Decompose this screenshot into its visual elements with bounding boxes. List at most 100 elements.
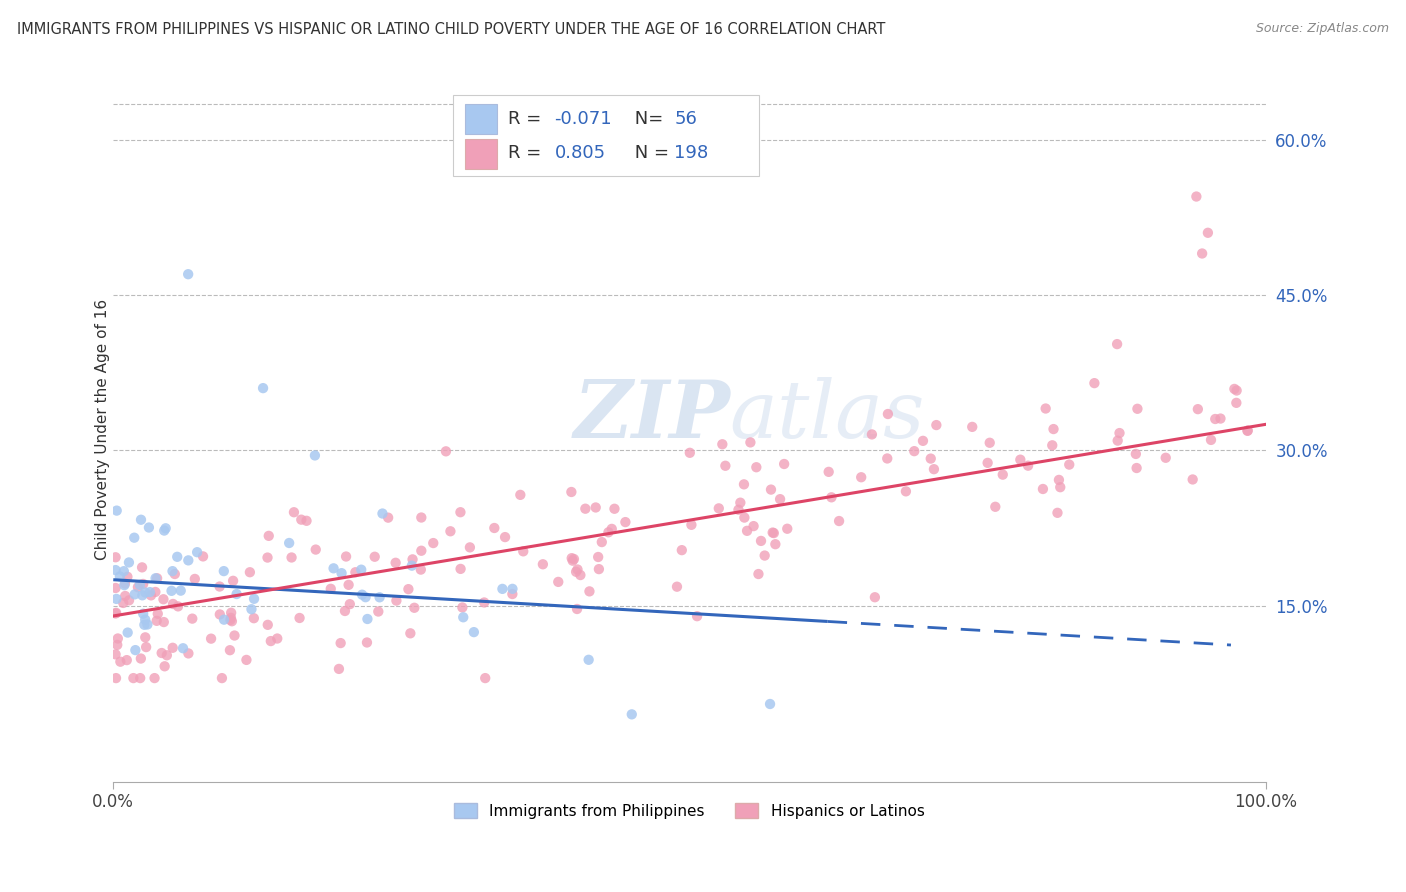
Point <box>219 643 242 657</box>
Point <box>219 611 242 625</box>
Point <box>295 514 318 528</box>
Point <box>124 643 146 657</box>
Point <box>356 635 378 649</box>
Point <box>451 600 474 615</box>
FancyBboxPatch shape <box>465 139 496 169</box>
Point <box>115 653 138 667</box>
Point <box>1236 424 1258 438</box>
Point <box>1225 396 1247 410</box>
Point <box>155 521 177 535</box>
Point <box>152 592 174 607</box>
Point <box>304 449 326 463</box>
Point <box>177 553 200 567</box>
Point <box>150 646 173 660</box>
Point <box>1181 473 1204 487</box>
Point <box>212 613 235 627</box>
Point <box>135 640 157 654</box>
Point <box>1057 458 1080 472</box>
Point <box>371 507 394 521</box>
Point <box>329 636 352 650</box>
Point <box>118 556 141 570</box>
Point <box>356 612 378 626</box>
Point <box>290 513 312 527</box>
Point <box>153 524 176 538</box>
Point <box>681 517 703 532</box>
Point <box>235 653 257 667</box>
Point <box>817 465 839 479</box>
Point <box>591 535 613 549</box>
Point <box>474 671 496 685</box>
Point <box>167 599 190 614</box>
Point <box>186 545 208 559</box>
Point <box>1199 433 1222 447</box>
Point <box>1042 422 1064 436</box>
Point <box>200 632 222 646</box>
Point <box>1125 447 1147 461</box>
Point <box>1197 226 1219 240</box>
Point <box>754 549 776 563</box>
Point <box>598 525 620 540</box>
Point <box>512 544 534 558</box>
Point <box>166 549 188 564</box>
Point <box>911 434 934 448</box>
Point <box>131 588 153 602</box>
Point <box>132 577 155 591</box>
Point <box>134 613 156 627</box>
FancyBboxPatch shape <box>453 95 758 176</box>
Point <box>177 647 200 661</box>
Point <box>574 501 596 516</box>
Point <box>1209 411 1232 425</box>
Point <box>266 632 288 646</box>
Point <box>114 589 136 603</box>
Point <box>561 551 583 566</box>
Point <box>876 451 898 466</box>
Point <box>143 671 166 685</box>
Point <box>979 435 1001 450</box>
Point <box>735 524 758 538</box>
Point <box>104 607 127 621</box>
Point <box>1185 189 1208 203</box>
Point <box>1108 425 1130 440</box>
Point <box>860 427 883 442</box>
Text: R =: R = <box>509 145 547 162</box>
Point <box>112 564 135 578</box>
Point <box>401 552 423 566</box>
Point <box>1010 452 1032 467</box>
Point <box>733 510 755 524</box>
Point <box>409 563 432 577</box>
Point <box>219 606 242 620</box>
Point <box>588 562 610 576</box>
Point <box>280 550 302 565</box>
Point <box>1191 246 1213 260</box>
Point <box>565 565 588 579</box>
Point <box>132 607 155 621</box>
FancyBboxPatch shape <box>465 104 496 134</box>
Point <box>547 574 569 589</box>
Point <box>354 591 377 605</box>
Point <box>686 609 709 624</box>
Point <box>1125 461 1147 475</box>
Point <box>401 558 423 573</box>
Point <box>257 529 280 543</box>
Point <box>727 502 749 516</box>
Point <box>240 602 263 616</box>
Point <box>851 470 873 484</box>
Point <box>219 613 242 627</box>
Point <box>339 597 361 611</box>
Point <box>118 593 141 607</box>
Point <box>501 582 523 596</box>
Point <box>112 578 135 592</box>
Point <box>763 537 786 551</box>
Point <box>411 510 433 524</box>
Point <box>451 610 474 624</box>
Point <box>578 653 600 667</box>
Point <box>177 267 200 281</box>
Point <box>112 596 135 610</box>
Point <box>562 552 585 566</box>
Point <box>104 563 127 577</box>
Point <box>769 492 792 507</box>
Point <box>828 514 851 528</box>
Text: N=: N= <box>630 110 669 128</box>
Point <box>124 587 146 601</box>
Point <box>105 638 128 652</box>
